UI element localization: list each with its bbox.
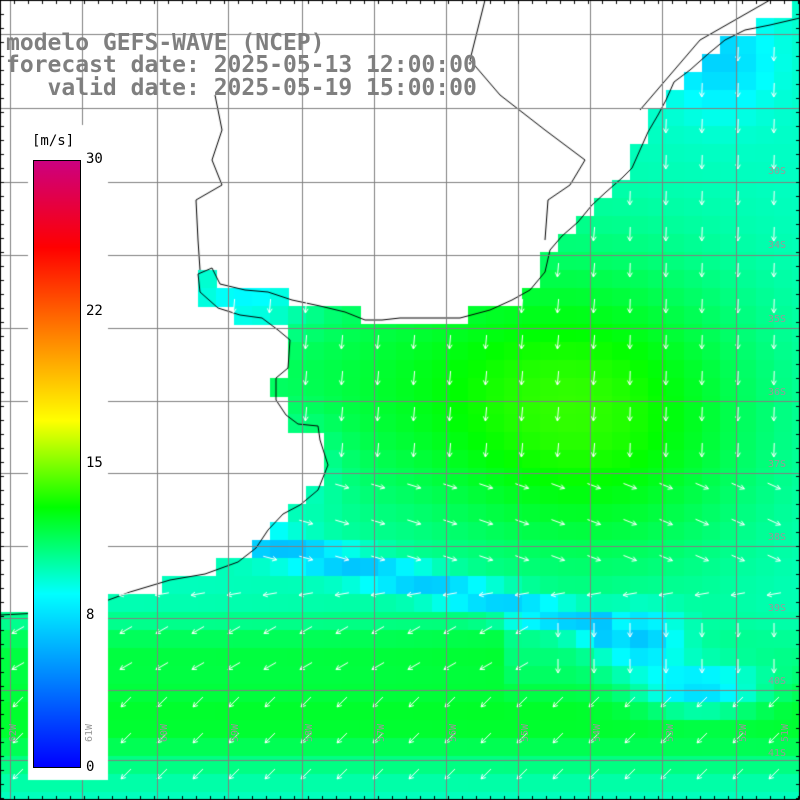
lat-label: 35S	[768, 314, 787, 325]
lon-label: 61W	[84, 723, 95, 742]
lat-label: 38S	[768, 532, 787, 543]
colorbar-tick-30: 30	[86, 151, 103, 167]
lon-label: 62W	[8, 723, 19, 742]
lat-label: 30S	[768, 166, 787, 177]
colorbar	[33, 160, 81, 768]
lon-label: 52W	[738, 723, 749, 742]
lon-label: 54W	[592, 723, 603, 742]
lon-label: 58W	[304, 723, 315, 742]
lon-label: 56W	[448, 723, 459, 742]
lat-label: 40S	[768, 676, 787, 687]
forecast-date: forecast date: 2025-05-13 12:00:00	[6, 52, 477, 78]
lat-label: 36S	[768, 387, 787, 398]
valid-date: valid date: 2025-05-19 15:00:00	[6, 75, 477, 101]
colorbar-tick-0: 0	[86, 759, 95, 775]
lat-label: 39S	[768, 603, 787, 614]
lat-label: 37S	[768, 459, 787, 470]
colorbar-unit: [m/s]	[32, 133, 75, 149]
lon-label: 51W	[780, 723, 791, 742]
colorbar-tick-22: 22	[86, 303, 103, 319]
lon-label: 53W	[665, 723, 676, 742]
lat-label: 41S	[768, 748, 787, 759]
colorbar-tick-8: 8	[86, 607, 95, 623]
lon-label: 60W	[159, 723, 170, 742]
model-title: modelo GEFS-WAVE (NCEP)	[6, 30, 325, 56]
lon-label: 55W	[520, 723, 531, 742]
lon-label: 59W	[230, 723, 241, 742]
lon-label: 57W	[376, 723, 387, 742]
colorbar-tick-15: 15	[86, 455, 103, 471]
lat-label: 34S	[768, 240, 787, 251]
